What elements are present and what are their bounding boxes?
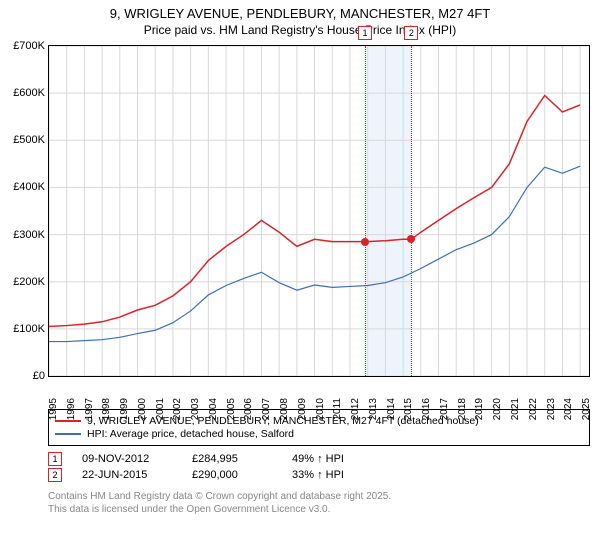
x-tick-label: 2023 <box>546 398 557 420</box>
sale-row: 1 09-NOV-2012 £284,995 49% ↑ HPI <box>48 452 590 466</box>
x-tick-label: 2000 <box>137 398 148 420</box>
sale-price: £290,000 <box>192 469 272 481</box>
x-tick-label: 2002 <box>172 398 183 420</box>
x-tick-label: 2017 <box>439 398 450 420</box>
footer: Contains HM Land Registry data © Crown c… <box>48 490 590 516</box>
x-tick-label: 1998 <box>101 398 112 420</box>
x-tick-label: 2012 <box>350 398 361 420</box>
sale-row-marker: 1 <box>48 452 62 466</box>
y-tick-label: £300K <box>1 229 45 241</box>
x-tick-label: 2018 <box>457 398 468 420</box>
x-tick-label: 2003 <box>190 398 201 420</box>
sale-dot <box>407 235 415 243</box>
sale-marker-box: 2 <box>404 26 418 40</box>
x-tick-label: 2024 <box>563 398 574 420</box>
footer-line-2: This data is licensed under the Open Gov… <box>48 503 590 516</box>
x-tick-label: 2005 <box>226 398 237 420</box>
sale-dot <box>361 238 369 246</box>
x-tick-label: 1997 <box>84 398 95 420</box>
chart-area: £0£100K£200K£300K£400K£500K£600K£700K12 … <box>48 45 590 405</box>
sale-date: 09-NOV-2012 <box>82 453 172 465</box>
legend-swatch <box>55 433 81 435</box>
chart-title: 9, WRIGLEY AVENUE, PENDLEBURY, MANCHESTE… <box>0 6 600 21</box>
x-tick-label: 1995 <box>48 398 59 420</box>
y-tick-label: £700K <box>1 40 45 52</box>
x-tick-label: 1996 <box>66 398 77 420</box>
y-tick-label: £500K <box>1 134 45 146</box>
x-tick-label: 2006 <box>243 398 254 420</box>
sale-delta: 49% ↑ HPI <box>292 453 382 465</box>
plot-area: £0£100K£200K£300K£400K£500K£600K£700K12 <box>48 45 590 377</box>
legend-swatch <box>55 420 81 422</box>
sale-marker-line <box>365 46 366 376</box>
title-block: 9, WRIGLEY AVENUE, PENDLEBURY, MANCHESTE… <box>0 0 600 37</box>
x-tick-label: 2020 <box>492 398 503 420</box>
x-tick-label: 2010 <box>315 398 326 420</box>
x-tick-label: 1999 <box>119 398 130 420</box>
x-tick-label: 2001 <box>155 398 166 420</box>
x-tick-label: 2015 <box>403 398 414 420</box>
x-tick-label: 2004 <box>208 398 219 420</box>
x-tick-label: 2019 <box>474 398 485 420</box>
y-tick-label: £400K <box>1 181 45 193</box>
sale-price: £284,995 <box>192 453 272 465</box>
footer-line-1: Contains HM Land Registry data © Crown c… <box>48 490 590 503</box>
sales-table: 1 09-NOV-2012 £284,995 49% ↑ HPI 2 22-JUN-201… <box>48 452 590 482</box>
x-tick-label: 2013 <box>368 398 379 420</box>
chart-container: 9, WRIGLEY AVENUE, PENDLEBURY, MANCHESTE… <box>0 0 600 560</box>
x-tick-label: 2022 <box>528 398 539 420</box>
x-tick-label: 2008 <box>279 398 290 420</box>
y-tick-label: £100K <box>1 323 45 335</box>
sale-row: 2 22-JUN-2015 £290,000 33% ↑ HPI <box>48 468 590 482</box>
sale-marker-line <box>411 46 412 376</box>
sale-date: 22-JUN-2015 <box>82 469 172 481</box>
x-tick-label: 2014 <box>386 398 397 420</box>
x-tick-label: 2009 <box>297 398 308 420</box>
x-tick-label: 2011 <box>332 398 343 420</box>
legend-label: HPI: Average price, detached house, Salf… <box>87 428 294 440</box>
sale-row-marker: 2 <box>48 468 62 482</box>
y-tick-label: £0 <box>1 370 45 382</box>
sale-marker-box: 1 <box>358 26 372 40</box>
y-tick-label: £200K <box>1 276 45 288</box>
x-tick-label: 2021 <box>510 398 521 420</box>
sale-delta: 33% ↑ HPI <box>292 469 382 481</box>
x-tick-label: 2007 <box>261 398 272 420</box>
chart-svg <box>49 46 589 376</box>
chart-subtitle: Price paid vs. HM Land Registry's House … <box>0 23 600 37</box>
legend-item: HPI: Average price, detached house, Salf… <box>55 428 583 440</box>
x-tick-label: 2016 <box>421 398 432 420</box>
x-tick-label: 2025 <box>581 398 592 420</box>
y-tick-label: £600K <box>1 87 45 99</box>
